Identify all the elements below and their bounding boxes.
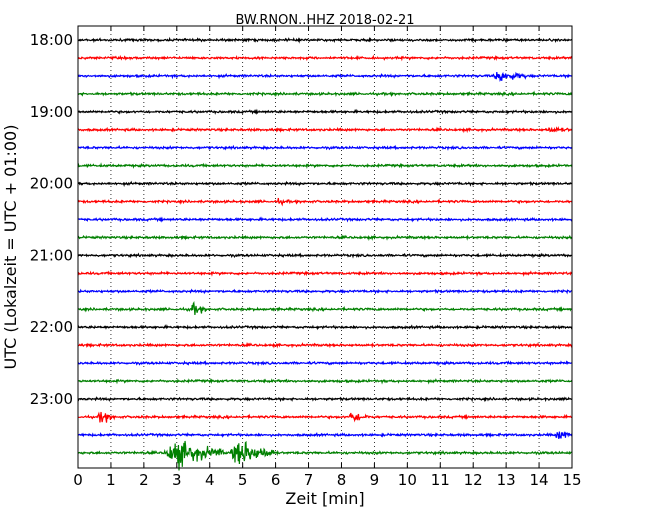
x-tick-label: 12 (464, 471, 483, 489)
x-tick-label: 4 (205, 471, 215, 489)
y-axis-label: UTC (Lokalzeit = UTC + 01:00) (1, 125, 20, 370)
trace-2115 (77, 270, 573, 277)
x-tick-label: 1 (106, 471, 116, 489)
x-tick-label: 8 (337, 471, 347, 489)
trace-1945 (77, 162, 573, 170)
trace-2015 (77, 197, 573, 207)
y-axis-ticks: 18:00 19:00 20:00 21:00 22:00 23:00 (30, 31, 572, 408)
y-tick-label: 21:00 (30, 246, 73, 264)
trace-1900 (77, 108, 573, 116)
trace-2315 (77, 411, 573, 423)
trace-2000 (77, 180, 573, 188)
y-tick-label: 18:00 (30, 31, 73, 49)
trace-2030 (77, 216, 573, 223)
x-axis-label: Zeit [min] (285, 489, 364, 508)
trace-2200 (77, 324, 573, 331)
plot-frame (77, 25, 573, 469)
trace-2245 (77, 378, 573, 385)
trace-1815 (77, 54, 573, 62)
trace-2100 (77, 252, 573, 259)
x-tick-label: 5 (238, 471, 248, 489)
trace-2345 (77, 440, 573, 471)
trace-1930 (77, 144, 573, 151)
y-tick-label: 23:00 (30, 390, 73, 408)
x-axis-ticks: 0 1 2 3 4 5 6 7 8 9 10 11 12 13 14 15 (73, 26, 582, 489)
x-tick-label: 3 (172, 471, 182, 489)
trace-2230 (77, 359, 573, 367)
trace-2300 (77, 396, 573, 403)
chart-title: BW.RNON..HHZ 2018-02-21 (235, 13, 414, 28)
trace-1830 (77, 71, 573, 82)
y-tick-label: 20:00 (30, 175, 73, 193)
trace-2045 (77, 234, 573, 241)
trace-2330 (77, 431, 573, 440)
grid-lines (110, 26, 540, 468)
x-tick-label: 6 (271, 471, 281, 489)
trace-1845 (77, 90, 573, 98)
x-tick-label: 9 (370, 471, 380, 489)
x-tick-label: 10 (398, 471, 417, 489)
seismic-traces (77, 36, 573, 471)
x-tick-label: 15 (562, 471, 581, 489)
x-tick-label: 2 (139, 471, 149, 489)
y-tick-label: 19:00 (30, 103, 73, 121)
trace-2215 (77, 341, 573, 349)
y-tick-label: 22:00 (30, 318, 73, 336)
trace-1800 (77, 36, 573, 44)
trace-1915 (77, 125, 573, 134)
x-tick-label: 0 (73, 471, 83, 489)
x-tick-label: 13 (497, 471, 516, 489)
trace-2130 (77, 288, 573, 295)
x-tick-label: 11 (431, 471, 450, 489)
trace-2145 (77, 301, 573, 315)
x-tick-label: 7 (304, 471, 314, 489)
x-tick-label: 14 (530, 471, 549, 489)
